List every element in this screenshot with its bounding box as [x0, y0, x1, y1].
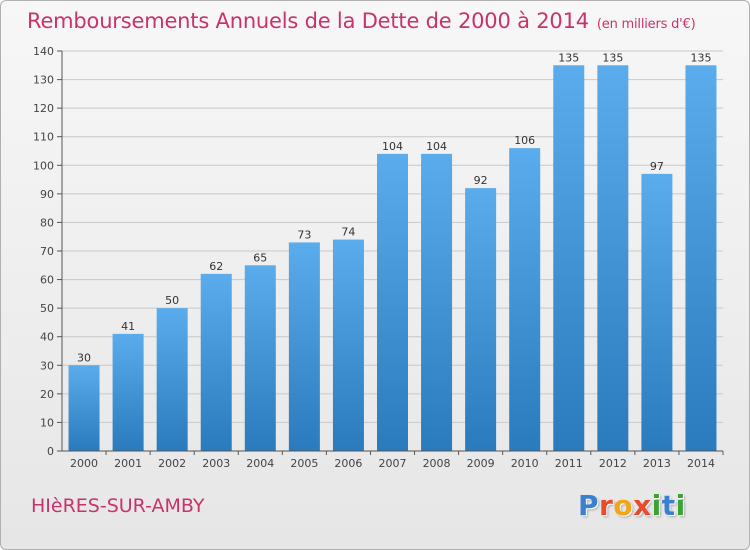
y-tick-label: 70: [40, 245, 54, 258]
bar-2004: [244, 265, 276, 451]
bar-2011: [553, 65, 585, 452]
y-tick-label: 20: [40, 388, 54, 401]
bar-2013: [641, 173, 673, 451]
y-tick-label: 80: [40, 216, 54, 229]
data-label: 106: [514, 134, 535, 147]
data-label: 135: [602, 51, 623, 64]
logo-letter: i: [651, 489, 662, 522]
y-tick-label: 100: [33, 159, 54, 172]
x-tick-label: 2001: [114, 457, 142, 470]
data-label: 97: [650, 160, 664, 173]
chart-title-line: Remboursements Annuels de la Dette de 20…: [27, 9, 696, 33]
logo-letter: i: [675, 489, 686, 522]
chart-unit: (en milliers d'€): [596, 17, 696, 32]
data-label: 104: [426, 140, 447, 153]
y-tick-label: 110: [33, 131, 54, 144]
data-label: 50: [165, 294, 179, 307]
bar-2010: [509, 148, 541, 451]
y-tick-label: 10: [40, 416, 54, 429]
y-tick-label: 130: [33, 74, 54, 87]
bar-2002: [156, 308, 188, 451]
data-label: 74: [341, 226, 355, 239]
y-tick-label: 30: [40, 359, 54, 372]
data-label: 65: [253, 251, 267, 264]
data-label: 135: [690, 51, 711, 64]
axes: 0 10 20 30 40 50 60 70 80 90 100 110 120 130 140 2000 20…: [33, 45, 724, 470]
x-tick-label: 2006: [334, 457, 362, 470]
data-labels: 30 41 50 62 65 73 74 104 104 92 106 135 135 97 135: [77, 51, 711, 364]
x-tick-label: 2003: [202, 457, 230, 470]
bar-2014: [685, 65, 717, 452]
bar-2007: [377, 153, 408, 451]
bars: [68, 65, 717, 452]
y-tick-label: 0: [47, 445, 54, 458]
data-label: 92: [474, 174, 488, 187]
x-tick-label: 2008: [423, 457, 451, 470]
y-tick-label: 140: [33, 45, 54, 58]
x-tick-label: 2000: [70, 457, 98, 470]
bar-2001: [112, 333, 144, 451]
logo-letter: P: [578, 489, 600, 522]
logo-letter: x: [633, 489, 652, 522]
bar-2000: [68, 365, 100, 451]
x-tick-label: 2011: [555, 457, 583, 470]
y-tick-label: 40: [40, 331, 54, 344]
data-label: 62: [209, 260, 223, 273]
bar-2008: [421, 153, 453, 451]
x-tick-label: 2010: [511, 457, 539, 470]
bar-2005: [288, 242, 320, 451]
bar-2009: [465, 188, 497, 451]
y-tick-label: 120: [33, 102, 54, 115]
x-tick-label: 2013: [643, 457, 671, 470]
x-tick-label: 2009: [467, 457, 495, 470]
x-tick-label: 2004: [246, 457, 274, 470]
logo-letter: o: [613, 489, 634, 522]
y-tick-label: 60: [40, 274, 54, 287]
x-tick-label: 2005: [290, 457, 318, 470]
data-label: 135: [558, 51, 579, 64]
bar-2012: [597, 65, 629, 452]
y-tick-label: 90: [40, 188, 54, 201]
data-label: 73: [297, 228, 311, 241]
chart-title: Remboursements Annuels de la Dette de 20…: [27, 9, 589, 33]
proxiti-logo: Proxiti: [578, 489, 686, 522]
data-label: 30: [77, 351, 91, 364]
data-label: 41: [121, 320, 135, 333]
bar-2006: [332, 239, 364, 451]
x-tick-label: 2007: [379, 457, 407, 470]
x-tick-label: 2014: [687, 457, 715, 470]
y-tick-label: 50: [40, 302, 54, 315]
logo-letter: r: [599, 489, 614, 522]
commune-name: HIèRES-SUR-AMBY: [31, 495, 205, 517]
logo-letter: t: [661, 489, 676, 522]
x-tick-label: 2012: [599, 457, 627, 470]
x-tick-label: 2002: [158, 457, 186, 470]
data-label: 104: [382, 140, 403, 153]
bar-2003: [200, 273, 232, 451]
